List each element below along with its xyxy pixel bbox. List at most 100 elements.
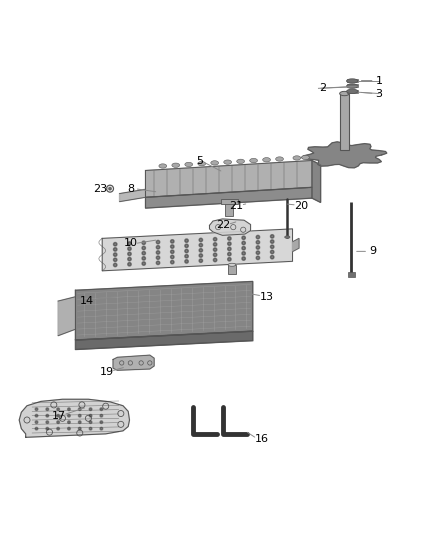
Circle shape bbox=[242, 241, 245, 245]
Circle shape bbox=[199, 238, 202, 241]
Circle shape bbox=[256, 236, 260, 239]
Circle shape bbox=[228, 247, 231, 251]
Text: 2: 2 bbox=[319, 83, 326, 93]
Circle shape bbox=[113, 253, 117, 256]
Text: 10: 10 bbox=[124, 238, 138, 248]
Text: 21: 21 bbox=[229, 201, 244, 211]
Text: 23: 23 bbox=[93, 184, 107, 193]
Circle shape bbox=[109, 188, 111, 190]
Circle shape bbox=[185, 254, 188, 258]
Circle shape bbox=[142, 241, 145, 245]
Ellipse shape bbox=[346, 89, 358, 93]
Ellipse shape bbox=[211, 161, 219, 165]
Polygon shape bbox=[19, 399, 130, 437]
Circle shape bbox=[113, 263, 117, 266]
Polygon shape bbox=[113, 355, 154, 370]
Circle shape bbox=[270, 240, 274, 243]
Ellipse shape bbox=[172, 163, 180, 167]
Ellipse shape bbox=[346, 84, 358, 88]
Circle shape bbox=[128, 242, 131, 245]
Circle shape bbox=[228, 237, 231, 240]
Circle shape bbox=[170, 255, 174, 259]
Circle shape bbox=[78, 414, 81, 417]
Polygon shape bbox=[58, 297, 75, 336]
Circle shape bbox=[170, 240, 174, 243]
Ellipse shape bbox=[159, 164, 167, 168]
Circle shape bbox=[142, 246, 145, 250]
Circle shape bbox=[199, 244, 202, 247]
Text: 20: 20 bbox=[294, 201, 308, 211]
Text: 1: 1 bbox=[375, 76, 382, 86]
Circle shape bbox=[270, 255, 274, 259]
Circle shape bbox=[242, 236, 245, 239]
Circle shape bbox=[256, 256, 260, 260]
Circle shape bbox=[213, 253, 217, 256]
Circle shape bbox=[170, 261, 174, 264]
Circle shape bbox=[128, 247, 131, 251]
Circle shape bbox=[35, 414, 38, 417]
Circle shape bbox=[46, 408, 49, 410]
Circle shape bbox=[228, 252, 231, 256]
Circle shape bbox=[57, 408, 60, 410]
Circle shape bbox=[67, 414, 70, 417]
Circle shape bbox=[156, 261, 160, 264]
Circle shape bbox=[78, 421, 81, 424]
Ellipse shape bbox=[263, 158, 270, 162]
Ellipse shape bbox=[293, 156, 301, 160]
Circle shape bbox=[100, 408, 102, 410]
Circle shape bbox=[89, 427, 92, 430]
Circle shape bbox=[113, 248, 117, 251]
Circle shape bbox=[57, 414, 60, 417]
Circle shape bbox=[142, 257, 145, 260]
Circle shape bbox=[67, 408, 70, 410]
Text: 19: 19 bbox=[99, 367, 113, 377]
Ellipse shape bbox=[276, 157, 283, 161]
Polygon shape bbox=[102, 229, 293, 271]
Circle shape bbox=[199, 248, 202, 252]
Circle shape bbox=[46, 414, 49, 417]
Text: 9: 9 bbox=[369, 246, 376, 256]
Circle shape bbox=[113, 243, 117, 246]
Circle shape bbox=[213, 248, 217, 252]
Circle shape bbox=[89, 421, 92, 424]
Ellipse shape bbox=[285, 236, 290, 238]
Ellipse shape bbox=[302, 155, 309, 159]
Circle shape bbox=[242, 246, 245, 250]
Ellipse shape bbox=[198, 161, 205, 166]
Circle shape bbox=[35, 427, 38, 430]
Circle shape bbox=[156, 240, 160, 244]
Circle shape bbox=[256, 240, 260, 244]
Text: 5: 5 bbox=[196, 156, 203, 166]
Circle shape bbox=[67, 427, 70, 430]
Polygon shape bbox=[293, 238, 299, 252]
Circle shape bbox=[57, 421, 60, 424]
Ellipse shape bbox=[185, 162, 193, 167]
FancyBboxPatch shape bbox=[346, 84, 358, 87]
Circle shape bbox=[185, 260, 188, 263]
Ellipse shape bbox=[339, 91, 349, 96]
Circle shape bbox=[100, 421, 102, 424]
Ellipse shape bbox=[250, 158, 258, 163]
Circle shape bbox=[256, 251, 260, 254]
Text: 16: 16 bbox=[255, 434, 269, 445]
Polygon shape bbox=[302, 142, 387, 168]
Text: 22: 22 bbox=[216, 221, 230, 230]
Ellipse shape bbox=[237, 159, 244, 164]
FancyBboxPatch shape bbox=[346, 79, 358, 82]
FancyBboxPatch shape bbox=[339, 93, 349, 150]
Circle shape bbox=[213, 243, 217, 246]
Circle shape bbox=[270, 235, 274, 238]
Polygon shape bbox=[209, 219, 251, 236]
Circle shape bbox=[270, 245, 274, 248]
FancyBboxPatch shape bbox=[226, 204, 233, 216]
Polygon shape bbox=[75, 331, 253, 350]
FancyBboxPatch shape bbox=[221, 199, 237, 204]
Circle shape bbox=[156, 256, 160, 260]
Circle shape bbox=[228, 257, 231, 261]
Circle shape bbox=[185, 239, 188, 243]
Circle shape bbox=[142, 262, 145, 265]
Circle shape bbox=[185, 249, 188, 253]
Circle shape bbox=[185, 244, 188, 248]
Circle shape bbox=[78, 427, 81, 430]
FancyBboxPatch shape bbox=[228, 265, 236, 274]
